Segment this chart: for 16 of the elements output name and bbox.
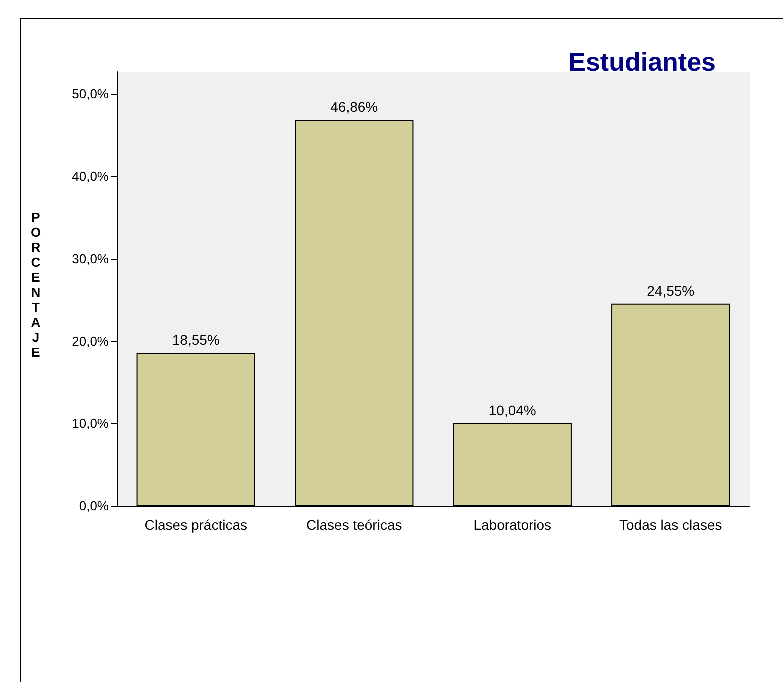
- y-tick-label: 40,0%: [72, 169, 110, 184]
- x-tick-label: Laboratorios: [474, 517, 552, 533]
- x-tick-label: Clases teóricas: [306, 517, 402, 533]
- x-tick-label: Clases prácticas: [144, 517, 248, 533]
- data-label: 24,55%: [647, 282, 695, 299]
- y-tick-label: 50,0%: [72, 86, 110, 102]
- x-tick-label: Todas las clases: [620, 517, 722, 533]
- chart-title: Estudiantes: [568, 47, 716, 77]
- data-label: 46,86%: [330, 99, 378, 116]
- y-tick-label: 0,0%: [79, 498, 110, 514]
- data-label: 10,04%: [488, 402, 536, 418]
- text: PORCENTAJE: [30, 210, 42, 360]
- y-tick-label: 10,0%: [72, 416, 110, 432]
- y-tick-label: 30,0%: [72, 251, 110, 266]
- y-tick-label: 20,0%: [72, 334, 110, 349]
- data-label: 18,55%: [172, 332, 220, 348]
